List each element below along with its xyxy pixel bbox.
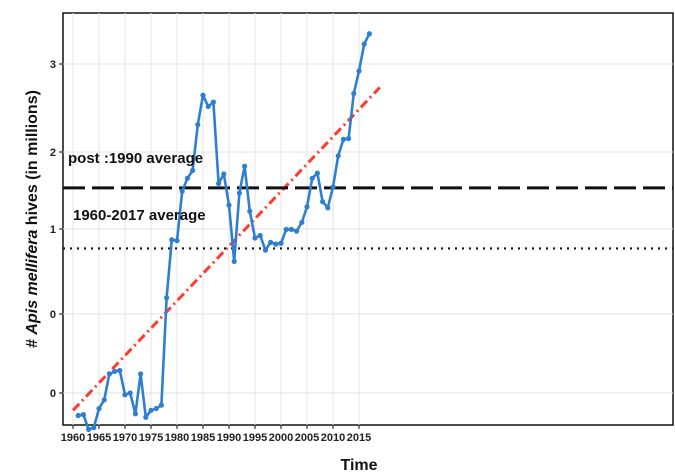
data-point bbox=[96, 405, 102, 412]
data-point bbox=[262, 247, 268, 253]
y-axis-label-prefix: # bbox=[24, 335, 41, 348]
data-point bbox=[247, 208, 253, 214]
y-tick-label: 2 bbox=[50, 147, 56, 159]
data-point bbox=[164, 295, 170, 301]
data-point bbox=[117, 367, 123, 374]
x-axis-ticks: 1960 1965 1970 1975 1980 1985 1990 1995 2000 2005… bbox=[61, 425, 371, 444]
data-point bbox=[325, 205, 331, 211]
data-point bbox=[101, 397, 107, 403]
data-point bbox=[309, 175, 315, 181]
data-point bbox=[112, 368, 118, 374]
x-tick-label: 2010 bbox=[321, 432, 345, 444]
reference-line-labels: post :1990 average 1960-2017 average bbox=[68, 150, 206, 224]
data-point bbox=[138, 371, 144, 377]
data-point bbox=[221, 171, 227, 177]
data-point bbox=[242, 163, 248, 169]
x-tick-label: 1960 bbox=[61, 432, 85, 444]
x-tick-label: 1970 bbox=[113, 432, 137, 444]
data-point bbox=[132, 411, 138, 417]
data-point bbox=[75, 412, 81, 419]
x-tick-label: 1995 bbox=[243, 432, 267, 444]
x-tick-label: 2005 bbox=[295, 432, 319, 444]
data-point bbox=[127, 390, 133, 396]
data-point bbox=[283, 226, 289, 232]
x-tick-label: 1985 bbox=[191, 432, 215, 444]
data-point bbox=[143, 414, 149, 420]
data-point bbox=[257, 232, 263, 239]
data-point bbox=[190, 167, 196, 174]
x-tick-label: 1975 bbox=[139, 432, 163, 444]
data-point bbox=[148, 407, 154, 413]
x-tick-label: 1965 bbox=[87, 432, 111, 444]
y-tick-label: 1 bbox=[50, 224, 56, 236]
data-points bbox=[75, 31, 372, 432]
data-point bbox=[361, 41, 367, 47]
data-point bbox=[268, 239, 274, 245]
trend-line bbox=[71, 86, 381, 412]
data-point bbox=[106, 371, 112, 377]
y-tick-label: 3 bbox=[50, 59, 56, 71]
y-axis-label: # Apis mellifera hives (in millions) bbox=[24, 90, 41, 348]
data-point bbox=[351, 90, 357, 97]
data-point bbox=[252, 235, 258, 241]
data-point bbox=[195, 122, 201, 128]
data-point bbox=[356, 68, 362, 74]
data-point bbox=[236, 190, 242, 196]
data-point bbox=[273, 241, 279, 247]
data-point bbox=[299, 219, 305, 226]
data-point bbox=[226, 202, 232, 208]
data-point bbox=[153, 405, 159, 412]
x-tick-label: 1980 bbox=[165, 432, 189, 444]
x-axis-label: Time bbox=[340, 457, 377, 474]
y-axis-label-suffix: hives (in millions) bbox=[24, 90, 41, 230]
data-point bbox=[210, 99, 216, 105]
x-tick-label: 1990 bbox=[217, 432, 241, 444]
data-point bbox=[174, 238, 180, 244]
data-point bbox=[200, 92, 206, 98]
data-point bbox=[320, 199, 326, 205]
data-point bbox=[366, 31, 372, 37]
data-point bbox=[340, 136, 346, 142]
data-point bbox=[304, 204, 310, 210]
data-point bbox=[80, 412, 86, 418]
data-point bbox=[184, 175, 190, 181]
x-tick-label: 2000 bbox=[269, 432, 293, 444]
data-point bbox=[91, 425, 97, 431]
data-point bbox=[278, 240, 284, 246]
data-point bbox=[86, 426, 92, 432]
reference-line-label: post :1990 average bbox=[68, 150, 203, 167]
y-tick-label: 0 bbox=[50, 388, 56, 400]
data-point bbox=[169, 237, 175, 243]
data-point bbox=[158, 402, 164, 408]
y-axis-ticks: 0 0 1 2 3 bbox=[50, 59, 63, 400]
data-point bbox=[330, 184, 336, 190]
data-point bbox=[288, 226, 294, 232]
reference-line-label: 1960-2017 average bbox=[73, 207, 206, 224]
data-point bbox=[205, 103, 211, 110]
data-point bbox=[314, 170, 320, 176]
y-tick-label: 0 bbox=[50, 309, 56, 321]
data-point bbox=[122, 392, 128, 398]
data-point bbox=[179, 188, 185, 194]
data-point bbox=[346, 135, 352, 142]
data-point bbox=[335, 153, 341, 159]
data-point bbox=[294, 228, 300, 234]
data-point bbox=[231, 258, 237, 265]
data-point bbox=[216, 180, 222, 187]
x-tick-label: 2015 bbox=[347, 432, 371, 444]
y-axis-label-species: Apis mellifera bbox=[24, 230, 41, 336]
